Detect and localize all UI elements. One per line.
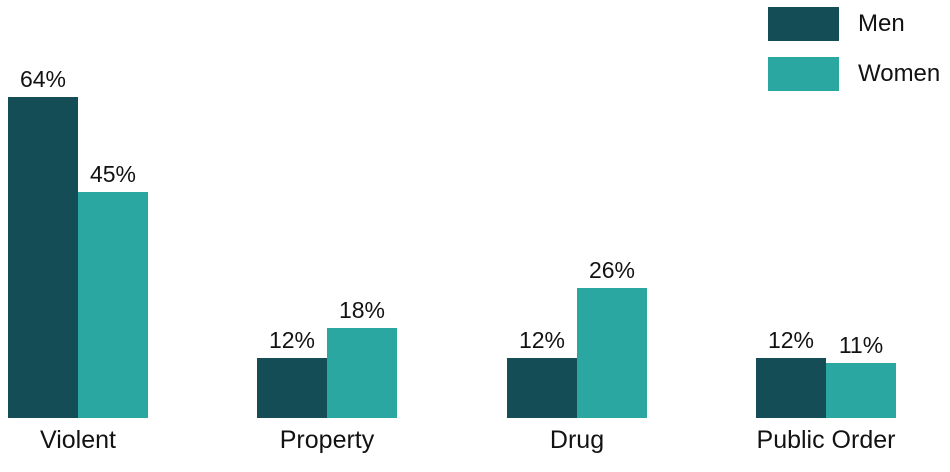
category-label-public-order: Public Order bbox=[756, 426, 896, 454]
legend-label-men: Men bbox=[858, 10, 905, 37]
legend: Men Women bbox=[768, 7, 940, 91]
bar-column-women-public-order: 11% bbox=[826, 334, 896, 418]
legend-swatch-men bbox=[768, 7, 839, 41]
value-label-women-violent: 45% bbox=[89, 161, 137, 187]
legend-label-women: Women bbox=[858, 60, 941, 87]
bar-column-men-public-order: 12% bbox=[756, 329, 826, 418]
category-label-property: Property bbox=[279, 426, 375, 454]
bar-column-women-violent: 45% bbox=[78, 163, 148, 418]
bar-column-women-property: 18% bbox=[327, 299, 397, 418]
bar-women-property bbox=[327, 328, 397, 418]
bar-column-men-drug: 12% bbox=[507, 329, 577, 418]
category-label-violent: Violent bbox=[40, 426, 116, 454]
bar-group-property: 12% 18% Property bbox=[257, 299, 397, 454]
bar-men-drug bbox=[507, 358, 577, 418]
bar-column-men-property: 12% bbox=[257, 329, 327, 418]
value-label-women-public-order: 11% bbox=[838, 332, 884, 358]
legend-swatch-women bbox=[768, 57, 839, 91]
bar-group-public-order: 12% 11% Public Order bbox=[756, 329, 896, 454]
value-label-men-drug: 12% bbox=[518, 327, 566, 353]
bar-men-property bbox=[257, 358, 327, 418]
bar-group-drug: 12% 26% Drug bbox=[507, 259, 647, 454]
bar-women-public-order bbox=[826, 363, 896, 418]
bar-men-public-order bbox=[756, 358, 826, 418]
value-label-men-public-order: 12% bbox=[767, 327, 815, 353]
legend-item-women: Women bbox=[768, 57, 940, 91]
legend-item-men: Men bbox=[768, 7, 940, 41]
bar-women-violent bbox=[78, 192, 148, 418]
bar-women-drug bbox=[577, 288, 647, 418]
category-label-drug: Drug bbox=[549, 426, 605, 454]
bar-group-violent: 64% 45% Violent bbox=[8, 68, 148, 454]
value-label-women-property: 18% bbox=[338, 297, 386, 323]
bar-column-men-violent: 64% bbox=[8, 68, 78, 418]
value-label-men-violent: 64% bbox=[19, 66, 67, 92]
value-label-men-property: 12% bbox=[268, 327, 316, 353]
value-label-women-drug: 26% bbox=[588, 257, 636, 283]
bar-men-violent bbox=[8, 97, 78, 418]
bar-column-women-drug: 26% bbox=[577, 259, 647, 418]
